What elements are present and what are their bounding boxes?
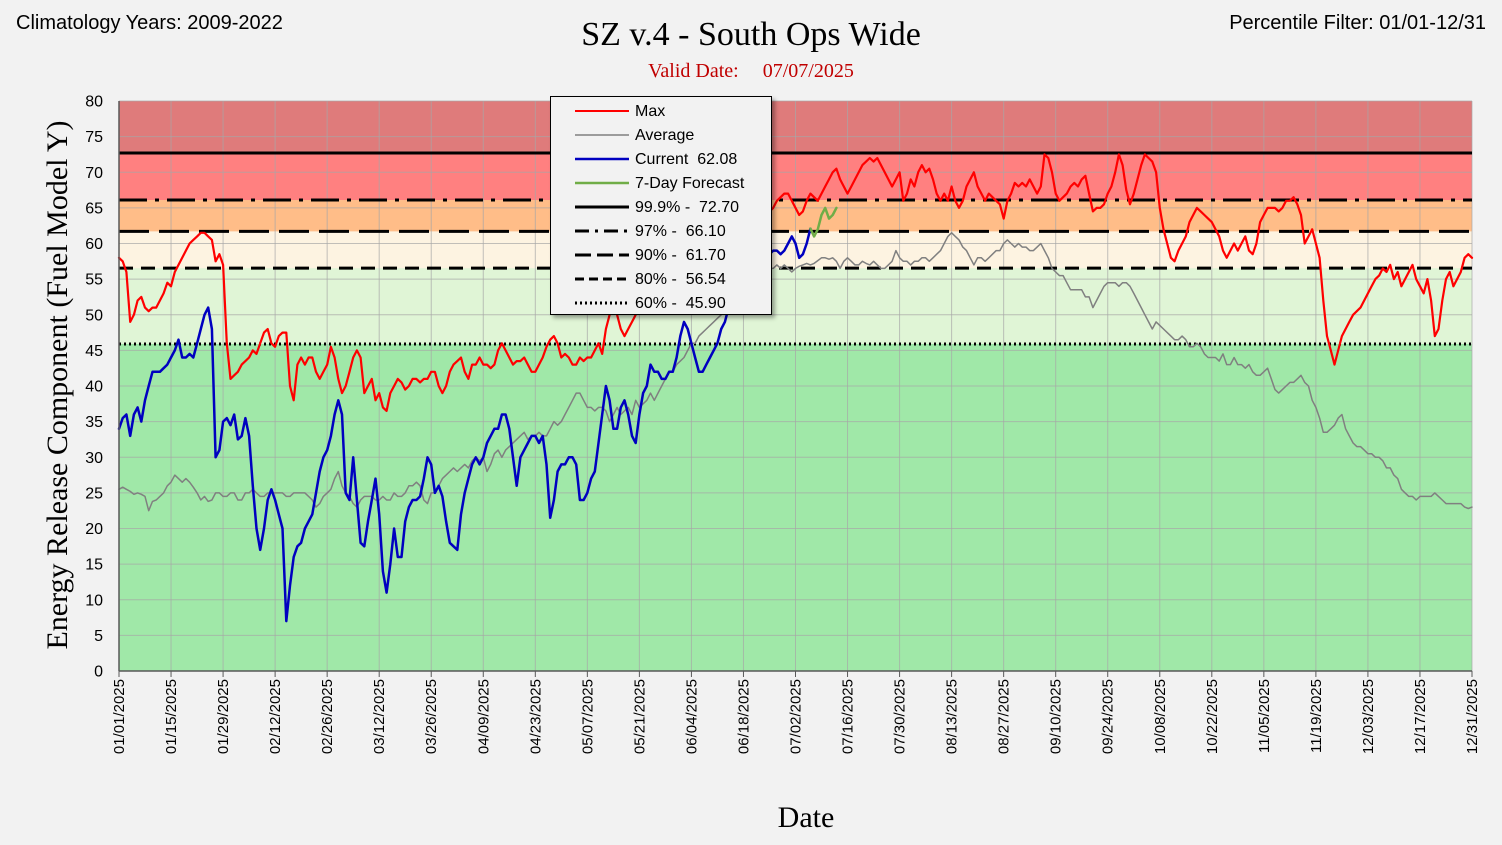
legend-label: Average [635, 127, 695, 144]
x-tick-label: 08/27/2025 [996, 679, 1013, 754]
y-tick-label: 15 [85, 557, 103, 574]
y-tick-label: 55 [85, 272, 103, 289]
legend-swatch [575, 253, 629, 257]
x-tick-label: 08/13/2025 [944, 679, 961, 754]
chart-legend: Max Average Current 62.08 7-Day Forecast 99.… [550, 96, 772, 315]
series-max [117, 153, 1474, 412]
x-tick-label: 07/30/2025 [892, 679, 909, 754]
y-tick-label: 10 [85, 592, 103, 609]
legend-label: 60% - 45.90 [635, 295, 726, 312]
x-tick-label: 09/10/2025 [1048, 679, 1065, 754]
valid-date-label: Valid Date: [648, 60, 739, 82]
x-tick-label: 04/09/2025 [475, 679, 492, 754]
x-tick-label: 06/18/2025 [735, 679, 752, 754]
legend-swatch [575, 205, 629, 209]
x-tick-label: 01/01/2025 [111, 679, 128, 754]
valid-date-line: Valid Date: 07/07/2025 [0, 60, 1502, 83]
chart-title: SZ v.4 - South Ops Wide [581, 16, 921, 53]
x-tick-label: 03/26/2025 [423, 679, 440, 754]
y-axis-title: Energy Release Component (Fuel Model Y) [41, 120, 74, 649]
legend-swatch [575, 157, 629, 161]
valid-date-value: 07/07/2025 [762, 60, 854, 82]
x-tick-label: 12/31/2025 [1464, 679, 1481, 754]
y-tick-label: 60 [85, 236, 103, 253]
legend-swatch [575, 134, 629, 136]
x-tick-label: 12/03/2025 [1360, 679, 1377, 754]
climatology-years: Climatology Years: 2009-2022 [16, 12, 283, 34]
x-tick-label: 05/21/2025 [631, 679, 648, 754]
x-tick-label: 01/29/2025 [215, 679, 232, 754]
x-tick-label: 02/26/2025 [319, 679, 336, 754]
x-tick-label: 07/16/2025 [840, 679, 857, 754]
y-tick-label: 30 [85, 450, 103, 467]
legend-entry: 80% - 56.54 [551, 269, 771, 293]
threshold-lines [119, 151, 1472, 346]
x-tick-label: 10/08/2025 [1152, 679, 1169, 754]
percentile-filter: Percentile Filter: 01/01-12/31 [1229, 12, 1486, 34]
legend-entry: Average [551, 125, 771, 149]
x-tick-label: 07/02/2025 [788, 679, 805, 754]
x-tick-label: 11/05/2025 [1256, 679, 1273, 753]
y-tick-label: 70 [85, 165, 103, 182]
legend-swatch [575, 181, 629, 185]
y-tick-label: 35 [85, 414, 103, 431]
legend-entry: Current 62.08 [551, 149, 771, 173]
legend-swatch [575, 110, 629, 112]
legend-entry: 90% - 61.70 [551, 245, 771, 269]
legend-entry: 60% - 45.90 [551, 293, 771, 317]
legend-label: 90% - 61.70 [635, 247, 726, 264]
x-tick-label: 12/17/2025 [1412, 679, 1429, 754]
axes [118, 101, 1473, 677]
y-tick-label: 40 [85, 379, 103, 396]
x-tick-label: 01/15/2025 [163, 679, 180, 754]
series-7-day [809, 206, 838, 238]
y-tick-label: 45 [85, 343, 103, 360]
legend-entry: Max [551, 101, 771, 125]
x-tick-label: 10/22/2025 [1204, 679, 1221, 754]
series-current [117, 227, 812, 623]
x-tick-label: 06/04/2025 [683, 679, 700, 754]
legend-label: 97% - 66.10 [635, 223, 726, 240]
series-lines [117, 153, 1474, 623]
legend-swatch [575, 277, 629, 281]
legend-entry: 7-Day Forecast [551, 173, 771, 197]
x-axis-title: Date [778, 801, 835, 834]
x-tick-label: 02/12/2025 [267, 679, 284, 754]
legend-label: Max [635, 103, 666, 120]
y-tick-label: 20 [85, 521, 103, 538]
y-tick-label: 5 [94, 628, 103, 645]
x-tick-label: 09/24/2025 [1100, 679, 1117, 754]
legend-label: 7-Day Forecast [635, 175, 745, 192]
grid-lines [118, 100, 1473, 672]
x-tick-label: 03/12/2025 [371, 679, 388, 754]
y-tick-label: 25 [85, 485, 103, 502]
legend-label: 80% - 56.54 [635, 271, 726, 288]
legend-label: Current 62.08 [635, 151, 738, 168]
y-tick-label: 0 [94, 664, 103, 681]
legend-swatch [575, 301, 629, 305]
y-tick-label: 80 [85, 94, 103, 111]
legend-entry: 97% - 66.10 [551, 221, 771, 245]
x-tick-label: 11/19/2025 [1308, 679, 1325, 753]
x-tick-label: 05/07/2025 [579, 679, 596, 754]
x-tick-labels: 01/01/2025 01/15/2025 01/29/2025 02/12/2025… [111, 679, 1481, 754]
y-tick-label: 65 [85, 200, 103, 217]
legend-entry: 99.9% - 72.70 [551, 197, 771, 221]
y-tick-labels: 0 5 10 15 20 25 30 35 40 45 50 55 60 65 70 75 80 [85, 94, 103, 681]
legend-label: 99.9% - 72.70 [635, 199, 740, 216]
x-tick-label: 04/23/2025 [527, 679, 544, 754]
y-tick-label: 50 [85, 307, 103, 324]
legend-swatch [575, 229, 629, 233]
y-tick-label: 75 [85, 129, 103, 146]
